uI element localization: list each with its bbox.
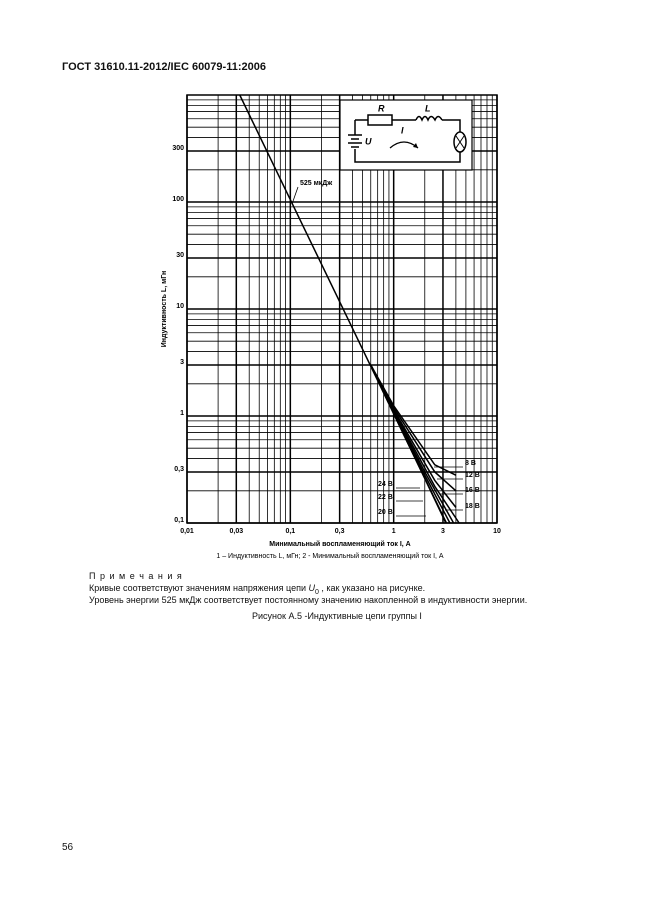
y-tick-label: 0,1 [174, 517, 184, 524]
note-line: Уровень энергии 525 мкДж соответствует п… [89, 595, 528, 605]
note-text: , как указано на рисунке. [318, 583, 426, 593]
series-label: 20 В [378, 509, 393, 516]
x-tick-label: 10 [493, 528, 501, 535]
y-tick-label: 0,3 [174, 466, 184, 473]
inductor [415, 115, 443, 122]
inset-label: R [378, 103, 385, 113]
figure-caption: Рисунок А.5 -Индуктивные цепи группы I [252, 611, 422, 621]
x-tick-label: 3 [441, 528, 445, 535]
y-tick-label: 3 [180, 359, 184, 366]
series-label: 525 мкДж [300, 180, 333, 187]
inset-label: U [365, 136, 372, 146]
note-line: Кривые соответствуют значениям напряжени… [89, 583, 425, 596]
resistor [367, 114, 393, 126]
y-tick-label: 1 [180, 410, 184, 417]
header: ГОСТ 31610.11-2012/IEC 60079-11:2006 [62, 61, 266, 73]
series-label: 12 В [465, 472, 480, 479]
x-tick-label: 0,3 [335, 528, 345, 535]
x-tick-label: 0,01 [180, 528, 194, 535]
note-symbol: U [308, 583, 316, 593]
series-label: 22 В [378, 494, 393, 501]
spark-gap-contacts [455, 135, 465, 149]
plot-frame [186, 94, 498, 524]
curve [370, 364, 457, 476]
note-text: Кривые соответствуют значениям напряжени… [89, 583, 309, 593]
y-axis-label: Индуктивность L, мГн [161, 271, 168, 348]
battery [348, 134, 362, 148]
x-tick-label: 0,1 [285, 528, 295, 535]
chart: 0,01 0,03 0,1 0,3 1 3 10 0,1 0,3 1 3 10 30 100 300 Мин… [161, 94, 501, 560]
x-tick-label: 0,03 [229, 528, 243, 535]
inset-label: L [425, 103, 431, 113]
arrow-head [413, 143, 418, 148]
circuit-wires [354, 119, 461, 163]
x-tick-label: 1 [392, 528, 396, 535]
note-subscript: 0 [315, 588, 319, 596]
page-number: 56 [62, 842, 74, 853]
notes-title: П р и м е ч а н и я [89, 571, 183, 581]
series-label: 8 В [465, 460, 476, 467]
figure-note: 1 – Индуктивность L, мГн; 2 - Минимальны… [216, 552, 444, 560]
leader-line [291, 186, 299, 205]
series-label: 24 В [378, 481, 393, 488]
x-axis-label: Минимальный воспламеняющий ток I, А [269, 540, 410, 548]
y-tick-label: 10 [176, 303, 184, 310]
y-tick-label: 300 [172, 145, 184, 152]
series-label: 18 В [465, 503, 480, 510]
series-label: 16 В [465, 487, 480, 494]
y-tick-label: 100 [172, 196, 184, 203]
y-tick-label: 30 [176, 252, 184, 259]
inset-label: I [401, 125, 404, 135]
circuit-inset: R L I U [339, 99, 473, 171]
